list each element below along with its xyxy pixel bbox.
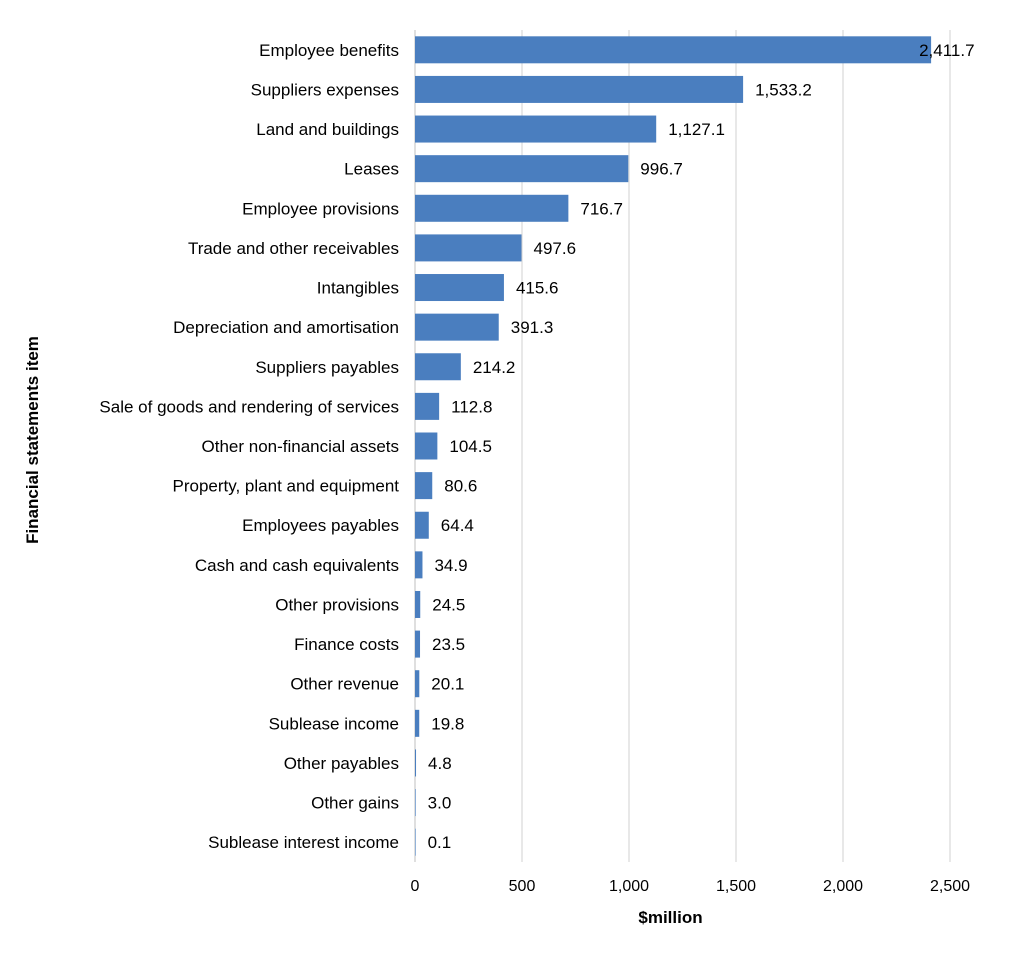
data-label: 391.3 [511,318,554,337]
x-tick-label: 0 [411,878,420,895]
data-label: 112.8 [451,397,492,416]
category-label: Employee provisions [242,199,399,218]
bar [415,670,420,698]
bars [415,36,932,856]
category-label: Sublease income [269,714,399,733]
data-label: 415.6 [516,279,559,298]
category-label: Leases [344,160,399,179]
bar [415,828,416,856]
category-label: Land and buildings [256,120,399,139]
category-label: Sublease interest income [208,833,399,852]
data-label: 20.1 [431,675,464,694]
category-label: Cash and cash equivalents [195,556,399,575]
data-label: 64.4 [441,516,474,535]
bar [415,511,429,539]
data-label: 24.5 [432,595,465,614]
x-axis-title: $million [638,908,702,927]
x-tick-label: 2,000 [823,878,863,895]
category-label: Suppliers expenses [251,80,399,99]
category-label: Other revenue [290,675,399,694]
bar [415,392,440,420]
data-label: 80.6 [444,477,477,496]
x-tick-label: 2,500 [930,878,970,895]
category-label: Other provisions [275,595,399,614]
data-label: 716.7 [580,199,623,218]
category-label: Other non-financial assets [202,437,400,456]
bar [415,709,420,737]
bar [415,432,438,460]
category-label: Employees payables [242,516,399,535]
data-label: 4.8 [428,754,452,773]
bar [415,155,629,183]
x-tick-labels: 0 500 1,000 1,500 2,000 2,500 [411,878,971,895]
category-label: Property, plant and equipment [173,477,400,496]
bar [415,590,421,618]
bar [415,36,932,64]
data-label: 1,127.1 [668,120,725,139]
bar [415,472,433,500]
bar [415,194,569,222]
bar [415,630,421,658]
category-labels: Employee benefits Suppliers expenses Land … [99,41,399,852]
x-tick-label: 1,000 [609,878,649,895]
bar [415,234,522,262]
category-label: Intangibles [317,279,399,298]
category-label: Suppliers payables [255,358,399,377]
data-label: 497.6 [533,239,576,258]
y-axis-title: Financial statements item [23,336,42,544]
category-label: Employee benefits [259,41,399,60]
bar [415,353,461,381]
data-label: 104.5 [449,437,492,456]
bar [415,274,504,302]
data-label: 0.1 [428,833,452,852]
category-label: Depreciation and amortisation [173,318,399,337]
bar [415,75,744,103]
bar [415,749,417,777]
x-tick-label: 500 [509,878,536,895]
bar [415,789,416,817]
category-label: Sale of goods and rendering of services [99,397,399,416]
bar [415,313,499,341]
data-label: 23.5 [432,635,465,654]
bar [415,551,423,579]
data-label: 996.7 [640,160,683,179]
data-label: 3.0 [428,794,452,813]
category-label: Other gains [311,794,399,813]
bar [415,115,657,143]
data-label: 1,533.2 [755,80,812,99]
x-tick-label: 1,500 [716,878,756,895]
category-label: Other payables [284,754,399,773]
category-label: Finance costs [294,635,399,654]
data-label: 34.9 [434,556,467,575]
category-label: Trade and other receivables [188,239,399,258]
value-labels: 2,411.7 1,533.2 1,127.1 996.7 716.7 497.6 415.… [428,41,975,852]
data-label: 214.2 [473,358,516,377]
data-label: 2,411.7 [919,41,974,60]
gridlines [414,30,951,862]
data-label: 19.8 [431,714,464,733]
